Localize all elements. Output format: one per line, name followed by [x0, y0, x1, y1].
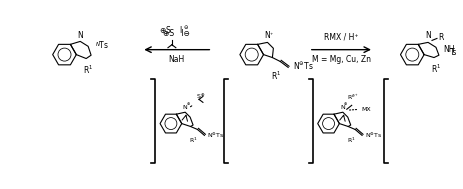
Text: M = Mg, Cu, Zn: M = Mg, Cu, Zn [311, 55, 370, 64]
Text: Ts: Ts [449, 48, 456, 57]
Text: $^+$: $^+$ [268, 33, 274, 37]
Text: R$^1$: R$^1$ [271, 69, 281, 82]
Text: $\overset{N}{}$Ts: $\overset{N}{}$Ts [95, 39, 109, 50]
Text: $^{\oplus}$: $^{\oplus}$ [343, 102, 348, 107]
Text: MX: MX [361, 107, 370, 112]
Text: R$^1$: R$^1$ [430, 63, 440, 75]
Text: ⊕S   I⊖: ⊕S I⊖ [163, 29, 190, 38]
Text: N$^{\ominus}$Ts: N$^{\ominus}$Ts [364, 131, 382, 140]
Text: S$^{\oplus}$: S$^{\oplus}$ [195, 92, 205, 101]
Text: $^{\oplus}$: $^{\oplus}$ [185, 102, 190, 107]
Text: R: R [437, 33, 442, 42]
Text: N: N [424, 31, 430, 40]
Text: $\oplus$S    I$^\ominus$: $\oplus$S I$^\ominus$ [158, 25, 188, 36]
Text: NH: NH [442, 45, 453, 54]
Text: R$^1$: R$^1$ [83, 64, 93, 77]
Text: N$^{\ominus}$Ts: N$^{\ominus}$Ts [293, 61, 313, 72]
Text: NaH: NaH [169, 55, 185, 64]
Text: N: N [264, 31, 270, 40]
Text: RMX / H⁺: RMX / H⁺ [324, 33, 358, 42]
Text: N: N [182, 105, 187, 110]
Text: R$^{\delta^+}$: R$^{\delta^+}$ [346, 93, 358, 103]
Text: R$^1$: R$^1$ [346, 135, 355, 145]
Text: R$^1$: R$^1$ [189, 135, 198, 145]
Text: N$^{\ominus}$Ts: N$^{\ominus}$Ts [207, 131, 224, 140]
Text: N: N [77, 31, 83, 40]
Text: N: N [340, 105, 344, 110]
